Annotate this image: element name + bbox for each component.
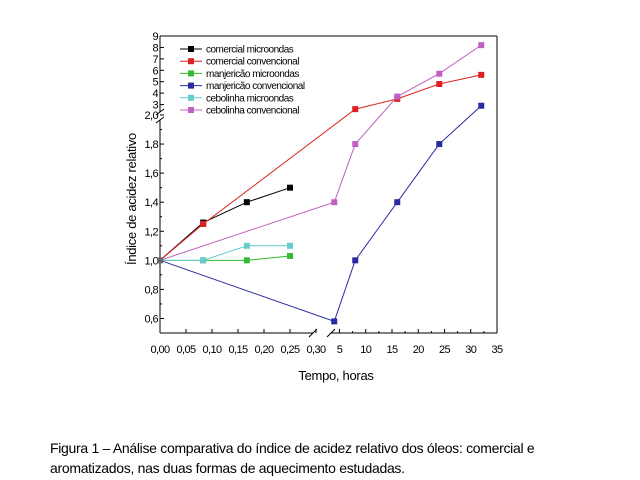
series-line [159,187,291,261]
series-layer [157,42,485,325]
x-axis-label: Tempo, horas [298,368,374,383]
x-tick-label: 0,15 [228,344,247,356]
y-tick-label: 1,8 [145,139,159,151]
series-line [159,105,482,323]
legend-swatch-marker [188,82,194,89]
x-tick-label: 20 [413,344,425,356]
series-manjericao-convencional [159,102,485,325]
legend-item-manjericao-microondas: manjericão microondas [180,69,300,80]
legend-label: comercial convencional [206,57,299,68]
data-point [436,81,443,87]
data-point [352,106,359,113]
data-point [200,257,207,264]
legend-label: comercial microondas [206,45,294,56]
x-tick-label: 10 [360,344,372,356]
x-tick-label: 30 [465,344,477,356]
data-point [436,141,443,148]
caption-line-1: Figura 1 – Análise comparativa do índice… [50,440,535,456]
figure-caption: Figura 1 – Análise comparativa do índice… [50,438,640,478]
series-cebolinha-convencional [159,42,485,261]
series-line [160,245,290,261]
x-tick-label: 0,20 [254,344,273,356]
series-cebolinha-microondas [160,242,293,264]
y-axis-break-mark [155,108,165,116]
y-tick-label: 1,4 [145,197,159,209]
chart: 0,00 0,05 0,10 0,15 0,20 0,25 0,30 5 10 15 20 25 30 3… [124,31,504,383]
y-tick-label: 4 [152,88,158,100]
data-point [331,318,338,325]
legend-label: cebolinha microondas [206,93,294,104]
data-point [478,42,485,49]
y-axis-break-mark [155,116,165,124]
data-point [352,141,359,148]
data-point-origin [157,257,163,264]
data-point [478,71,485,78]
legend-item-comercial-convencional: comercial convencional [180,57,300,68]
legend-swatch-marker [188,94,194,101]
data-point [394,93,401,100]
legend-swatch-marker [188,107,194,113]
x-tick-label: 0,00 [150,344,169,356]
caption-line-2: aromatizados, nas duas formas de aquecim… [50,460,405,476]
y-tick-label: 9 [152,31,158,43]
data-point [243,199,250,206]
y-tick-label: 1,6 [145,168,159,180]
axes: 0,00 0,05 0,10 0,15 0,20 0,25 0,30 5 10 15 20 25 30 3… [145,31,504,356]
y-tick-label: 0,6 [145,313,159,325]
data-point [394,199,401,206]
y-tick-label: 8 [152,42,158,54]
x-axis-break-mark [326,328,336,338]
y-tick-label: 1,2 [145,226,159,238]
x-tick-label: 25 [439,344,451,356]
legend-item-cebolinha-convencional: cebolinha convencional [180,106,300,117]
y-tick-label: 1,0 [145,255,159,267]
legend-label: cebolinha convencional [206,106,299,117]
y-tick-label: 6 [152,65,158,77]
legend-label: manjericão microondas [206,69,299,80]
y-axis-label: Índice de acidez relativo [124,133,139,265]
x-tick-label: 5 [337,344,343,356]
data-point [243,257,250,264]
data-point [287,252,293,259]
x-tick-label: 0,10 [202,344,221,356]
data-point [331,199,338,206]
legend-label: manjericão convencional [206,81,305,92]
series-manjericao-microondas [160,252,293,264]
legend-swatch-marker [188,58,194,65]
legend-swatch-marker [188,46,194,52]
data-point [352,257,359,264]
legend-item-manjericao-convencional: manjericão convencional [180,81,305,92]
y-tick-label: 3 [152,100,158,112]
legend-swatch-marker [188,70,194,77]
legend-item-comercial-microondas: comercial microondas [180,45,294,56]
x-tick-label: 0,25 [280,344,299,356]
legend-item-cebolinha-microondas: cebolinha microondas [180,93,294,104]
x-tick-label: 0,05 [176,344,195,356]
data-point [478,102,485,109]
x-tick-label: 0,30 [306,344,325,356]
y-tick-label: 2,0 [145,110,159,122]
x-tick-label: 35 [491,344,503,356]
series-line [159,74,482,261]
x-tick-label: 15 [386,344,398,356]
data-point [287,184,293,191]
data-point [436,70,443,77]
series-line [160,255,291,261]
series-line [159,44,482,261]
data-point [200,221,207,227]
y-tick-label: 0,8 [145,284,159,296]
data-point [243,242,250,249]
y-tick-label: 7 [152,54,158,66]
data-point [287,242,293,249]
y-tick-label: 5 [152,77,158,89]
